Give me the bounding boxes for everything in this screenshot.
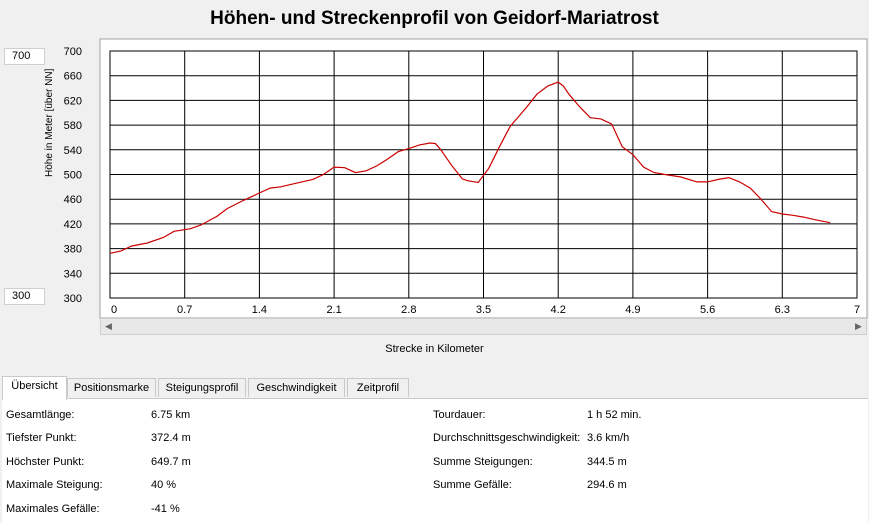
y-tick-label: 420 (64, 219, 82, 231)
x-tick-label: 1.4 (252, 304, 267, 316)
y-tick-label: 460 (64, 194, 82, 206)
y-min-input[interactable]: 300 (4, 288, 45, 305)
x-tick-label: 2.8 (401, 304, 416, 316)
y-tick-label: 580 (64, 120, 82, 132)
scroll-right-icon[interactable]: ▶ (855, 321, 862, 331)
x-tick-label: 0.7 (177, 304, 192, 316)
chart-scrollbar[interactable]: ◀ ▶ (100, 318, 867, 335)
x-tick-label: 3.5 (476, 304, 491, 316)
x-tick-label: 7 (854, 304, 860, 316)
y-tick-label: 540 (64, 145, 82, 157)
stat-label: Höchster Punkt: (6, 456, 85, 468)
y-tick-label: 500 (64, 170, 82, 182)
tab-zeitprofil[interactable]: Zeitprofil (347, 378, 409, 397)
stat-value: 3.6 km/h (587, 432, 630, 444)
stat-value: -41 % (151, 503, 180, 515)
x-tick-label: 5.6 (700, 304, 715, 316)
stat-value: 294.6 m (587, 479, 627, 491)
y-tick-label: 300 (64, 293, 82, 305)
y-tick-label: 340 (64, 268, 82, 280)
y-tick-label: 660 (64, 71, 82, 83)
tab-uebersicht[interactable]: Übersicht (2, 376, 67, 400)
stat-label: Tiefster Punkt: (6, 432, 77, 444)
x-tick-label: 2.1 (326, 304, 341, 316)
x-axis-label: Strecke in Kilometer (385, 343, 484, 355)
elevation-chart: 0 0.7 1.4 2.1 2.8 3.5 4.2 4.9 5.6 6.3 7 700 660 620 58… (64, 38, 868, 319)
overview-panel: Gesamtlänge: 6.75 km Tiefster Punkt: 372… (2, 398, 868, 523)
stat-value: 372.4 m (151, 432, 191, 444)
elevation-line (109, 81, 831, 254)
stat-value: 6.75 km (151, 409, 191, 421)
y-tick-label: 700 (64, 46, 82, 58)
tab-positionsmarke[interactable]: Positionsmarke (67, 378, 156, 397)
stat-label: Summe Gefälle: (433, 479, 512, 491)
x-tick-label: 4.9 (625, 304, 640, 316)
stat-value: 1 h 52 min. (587, 409, 642, 421)
y-tick-label: 620 (64, 95, 82, 107)
x-tick-label: 0 (111, 304, 117, 316)
x-tick-label: 6.3 (775, 304, 790, 316)
stat-value: 40 % (151, 479, 177, 491)
y-tick-label: 380 (64, 244, 82, 256)
x-tick-label: 4.2 (551, 304, 566, 316)
y-max-input[interactable]: 700 (4, 48, 45, 65)
stat-value: 344.5 m (587, 456, 627, 468)
tab-geschwindigkeit[interactable]: Geschwindigkeit (248, 378, 345, 397)
stat-label: Tourdauer: (433, 409, 486, 421)
stat-label: Gesamtlänge: (6, 409, 75, 421)
stat-value: 649.7 m (151, 456, 191, 468)
stat-label: Summe Steigungen: (433, 456, 533, 468)
chart-title: Höhen- und Streckenprofil von Geidorf-Ma… (210, 8, 659, 29)
stat-label: Maximales Gefälle: (6, 503, 100, 515)
scroll-left-icon[interactable]: ◀ (105, 321, 112, 331)
tab-steigungsprofil[interactable]: Steigungsprofil (158, 378, 246, 397)
stat-label: Durchschnittsgeschwindigkeit: (433, 432, 581, 444)
stat-label: Maximale Steigung: (6, 479, 103, 491)
